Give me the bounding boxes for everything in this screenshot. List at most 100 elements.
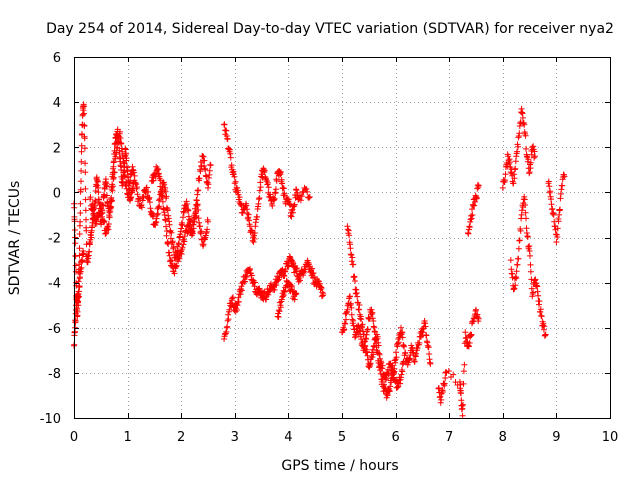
data-point bbox=[475, 182, 482, 189]
x-tick-label: 4 bbox=[284, 430, 292, 445]
data-point bbox=[293, 187, 300, 194]
data-point bbox=[251, 235, 258, 242]
data-point bbox=[361, 339, 368, 345]
data-point bbox=[169, 238, 176, 245]
data-point bbox=[342, 320, 349, 327]
data-point bbox=[163, 228, 170, 234]
data-point bbox=[515, 143, 521, 150]
data-point bbox=[206, 167, 213, 174]
data-point bbox=[78, 178, 84, 185]
data-point bbox=[275, 314, 282, 320]
data-point bbox=[235, 298, 242, 305]
x-tick-label: 10 bbox=[602, 430, 619, 445]
data-point bbox=[276, 308, 283, 315]
data-point bbox=[256, 187, 263, 194]
data-point bbox=[88, 234, 95, 241]
data-point bbox=[145, 188, 152, 195]
data-point bbox=[437, 393, 444, 400]
data-point bbox=[271, 195, 278, 202]
y-tick-label: 4 bbox=[53, 96, 61, 111]
data-point bbox=[155, 197, 162, 204]
data-point bbox=[395, 339, 402, 346]
data-point bbox=[101, 218, 108, 225]
data-point bbox=[550, 211, 557, 218]
data-point bbox=[537, 306, 544, 313]
data-point bbox=[76, 231, 83, 237]
data-point bbox=[450, 371, 457, 378]
data-point bbox=[121, 173, 128, 180]
data-point bbox=[201, 157, 208, 164]
data-point bbox=[438, 396, 445, 403]
data-point bbox=[305, 194, 312, 201]
data-point bbox=[204, 226, 211, 233]
data-point bbox=[369, 354, 376, 361]
data-point bbox=[72, 318, 79, 325]
data-point bbox=[402, 349, 409, 356]
data-point bbox=[416, 339, 423, 346]
y-tick-label: -6 bbox=[48, 322, 61, 337]
data-point bbox=[180, 214, 186, 221]
data-point bbox=[157, 177, 164, 184]
y-tick-label: -8 bbox=[48, 367, 61, 382]
data-point bbox=[232, 178, 239, 185]
data-point bbox=[393, 354, 400, 361]
axis-ticks: 0 1 2 3 4 5 6 7 8 9 10 -10 -8 -6 -4 -2 0 2 4 6 bbox=[40, 51, 619, 445]
data-point bbox=[224, 323, 231, 330]
data-point bbox=[238, 287, 245, 294]
data-point bbox=[223, 127, 230, 134]
data-point bbox=[298, 193, 305, 200]
data-point bbox=[103, 183, 110, 190]
data-point bbox=[80, 250, 87, 257]
data-point bbox=[143, 184, 150, 191]
data-point bbox=[561, 173, 568, 180]
data-point bbox=[288, 213, 295, 220]
data-point bbox=[106, 214, 113, 221]
data-point bbox=[111, 169, 118, 176]
data-point bbox=[348, 304, 355, 311]
data-point bbox=[374, 333, 381, 340]
data-point bbox=[166, 221, 173, 228]
y-axis-label: SDTVAR / TECUs bbox=[7, 181, 23, 296]
data-point bbox=[517, 119, 524, 126]
data-point bbox=[277, 169, 284, 176]
data-point bbox=[225, 316, 232, 323]
data-point bbox=[360, 331, 367, 338]
data-point bbox=[352, 278, 358, 284]
data-point bbox=[523, 145, 529, 152]
data-point bbox=[540, 320, 547, 327]
y-tick-label: -10 bbox=[40, 412, 61, 427]
x-tick-label: 8 bbox=[499, 430, 507, 445]
x-tick-label: 7 bbox=[445, 430, 453, 445]
data-point bbox=[76, 245, 83, 252]
data-point bbox=[134, 184, 140, 191]
data-point bbox=[146, 199, 153, 206]
data-point bbox=[511, 285, 518, 292]
data-point bbox=[542, 331, 549, 338]
data-point bbox=[422, 323, 429, 330]
data-point bbox=[359, 321, 366, 328]
data-point bbox=[82, 185, 89, 192]
data-point bbox=[203, 173, 210, 180]
data-point bbox=[90, 206, 97, 213]
data-point bbox=[198, 228, 205, 235]
data-point bbox=[522, 209, 529, 216]
data-point bbox=[200, 153, 207, 160]
data-point bbox=[358, 316, 365, 323]
y-tick-label: 0 bbox=[53, 186, 61, 201]
data-point bbox=[89, 201, 96, 208]
data-point bbox=[79, 258, 86, 265]
data-point bbox=[401, 343, 408, 350]
data-points bbox=[71, 101, 568, 419]
data-point bbox=[72, 262, 79, 269]
data-point bbox=[93, 220, 100, 227]
data-point bbox=[473, 194, 480, 201]
data-point bbox=[532, 153, 538, 160]
data-point bbox=[507, 257, 514, 264]
data-point bbox=[528, 285, 535, 292]
data-point bbox=[161, 181, 168, 188]
data-point bbox=[460, 401, 466, 408]
data-point bbox=[75, 293, 82, 300]
data-point bbox=[156, 203, 163, 210]
data-point bbox=[256, 195, 263, 201]
data-point bbox=[441, 380, 448, 387]
